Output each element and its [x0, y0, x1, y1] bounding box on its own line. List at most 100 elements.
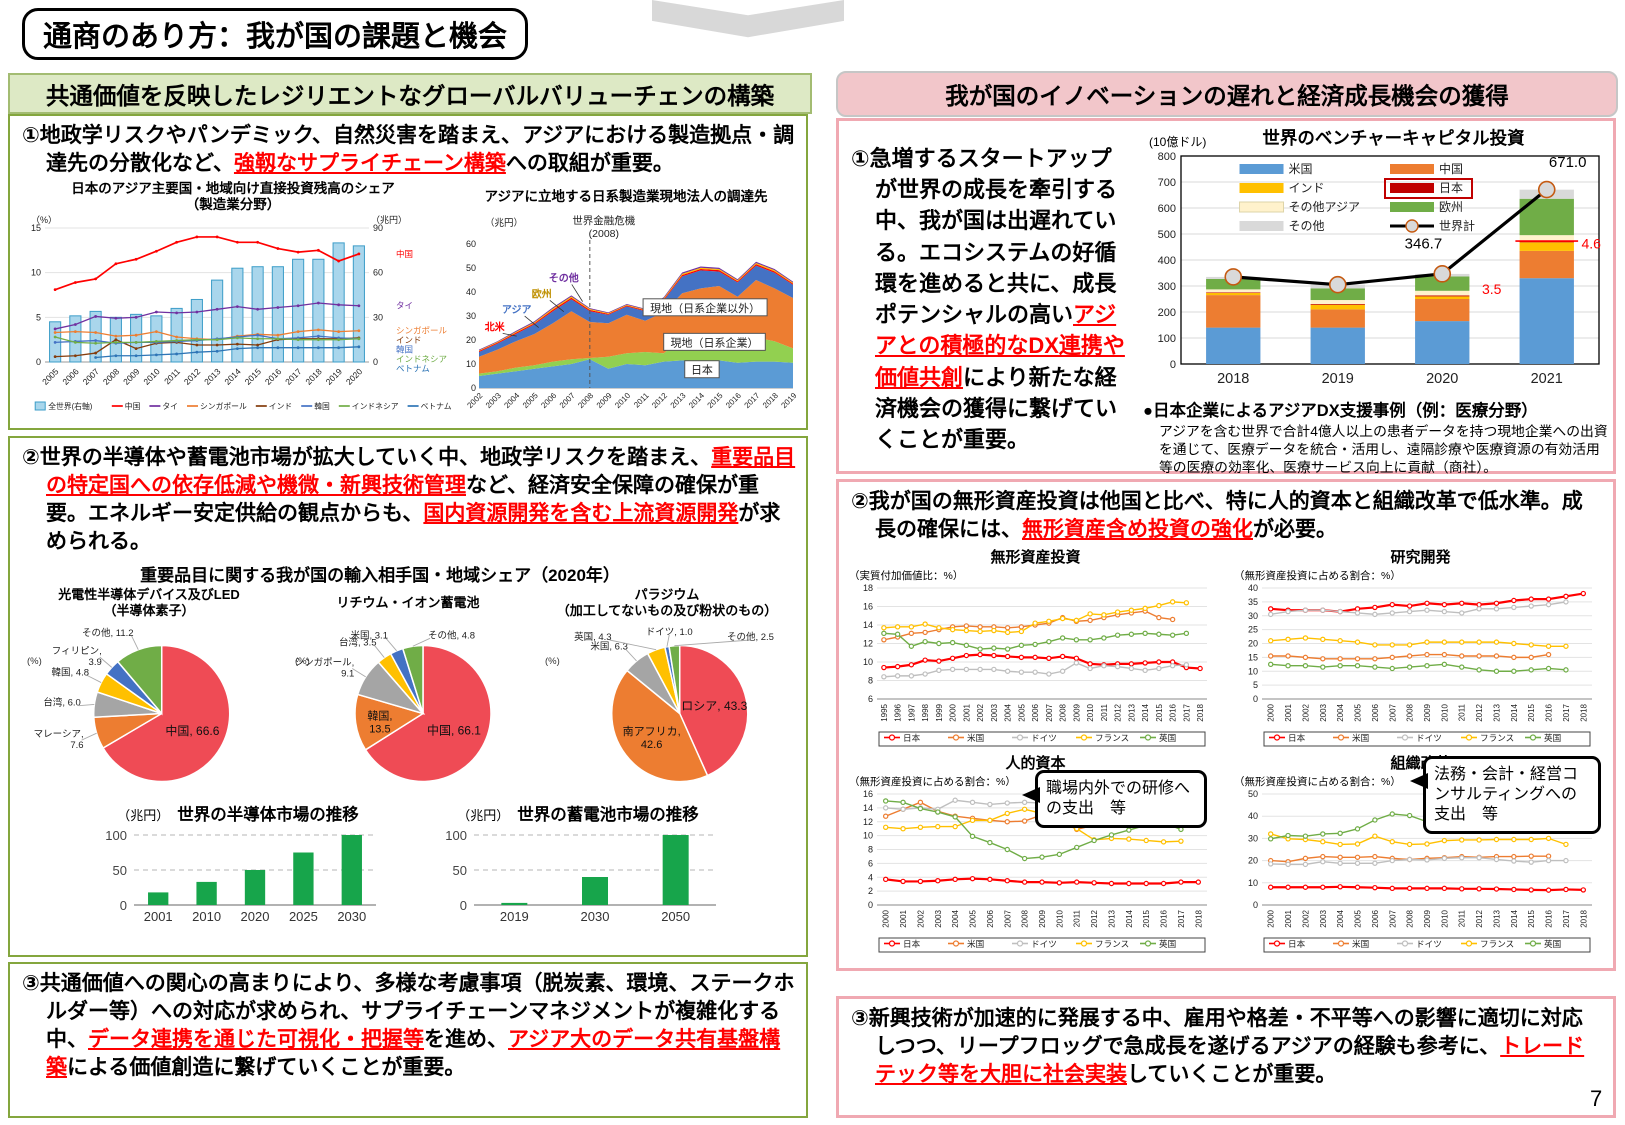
svg-text:2007: 2007 [1388, 704, 1397, 722]
page-number: 7 [1590, 1086, 1603, 1111]
svg-text:2010: 2010 [613, 391, 632, 410]
svg-text:2021: 2021 [1531, 371, 1563, 387]
svg-text:2014: 2014 [1141, 704, 1150, 722]
svg-text:16: 16 [863, 789, 873, 799]
svg-text:30: 30 [1248, 834, 1258, 844]
svg-text:ロシア, 43.3: ロシア, 43.3 [681, 699, 747, 713]
svg-text:2011: 2011 [1073, 910, 1082, 928]
svg-text:60: 60 [466, 239, 476, 249]
dx-case-body: アジアを含む世界で合計4億人以上の患者データを持つ現地企業への出資を通じて、医療… [1159, 424, 1608, 475]
svg-text:2015: 2015 [1142, 910, 1151, 928]
svg-text:（兆円）: （兆円） [485, 217, 523, 229]
svg-text:米国: 米国 [967, 732, 984, 743]
svg-text:2016: 2016 [1545, 910, 1554, 928]
svg-text:(%): (%) [295, 656, 310, 667]
svg-text:2017: 2017 [1562, 704, 1571, 722]
svg-text:(2008): (2008) [589, 228, 619, 240]
page-title: 通商のあり方：我が国の課題と機会 [22, 8, 529, 60]
svg-text:2009: 2009 [1038, 910, 1047, 928]
svg-text:2006: 2006 [60, 366, 81, 387]
svg-text:2019: 2019 [779, 391, 798, 410]
svg-text:2004: 2004 [1336, 704, 1345, 722]
svg-text:2018: 2018 [1196, 704, 1205, 722]
fdi-share-chart-block: 日本のアジア主要国・地域向け直接投資残高のシェア （製造業分野） 0 5 10 15 0… [15, 180, 452, 419]
pie-led-title: 光電性半導体デバイス及びLED （半導体素子） [58, 586, 240, 618]
pie-led-block: 光電性半導体デバイス及びLED （半導体素子） (%) 中国, 66.6 マレーシア… [15, 586, 283, 795]
svg-text:2008: 2008 [576, 391, 595, 410]
svg-text:18: 18 [863, 583, 873, 593]
svg-text:15: 15 [31, 223, 41, 233]
svg-text:2008: 2008 [1406, 704, 1415, 722]
left-box-1-charts: 日本のアジア主要国・地域向け直接投資残高のシェア （製造業分野） 0 5 10 15 0… [10, 180, 806, 421]
svg-text:中国: 中国 [396, 249, 413, 259]
svg-text:世界金融危機: 世界金融危機 [572, 214, 635, 227]
svg-text:インド: インド [1289, 181, 1325, 195]
svg-text:2000: 2000 [1267, 910, 1276, 928]
svg-text:60: 60 [373, 268, 383, 278]
svg-text:30: 30 [466, 311, 476, 321]
svg-text:600: 600 [1158, 203, 1176, 215]
svg-text:6: 6 [868, 859, 873, 869]
vc-chart-title: 世界のベンチャーキャピタル投資 [1262, 128, 1525, 148]
battery-market-chart: 0 50 100 2019 2030 2050 [428, 825, 728, 930]
svg-text:40: 40 [466, 287, 476, 297]
svg-text:2007: 2007 [1045, 704, 1054, 722]
svg-text:2011: 2011 [1100, 704, 1109, 722]
fdi-share-chart: 0 5 10 15 0 30 60 90 （%） （兆円） 2005 2006 2007 2008 2009… [15, 214, 452, 419]
svg-text:35: 35 [1248, 597, 1258, 607]
svg-text:2020: 2020 [1426, 371, 1458, 387]
svg-text:10: 10 [466, 359, 476, 369]
svg-text:2008: 2008 [1059, 704, 1068, 722]
org-reform-callout: 法務・会計・経営コンサルティングへの支出 等 [1410, 756, 1601, 834]
svg-text:全世界(右軸): 全世界(右軸) [48, 401, 93, 411]
svg-text:2001: 2001 [1284, 704, 1293, 722]
svg-text:(%): (%) [545, 656, 560, 667]
svg-text:2030: 2030 [337, 909, 366, 924]
svg-text:2013: 2013 [1492, 910, 1501, 928]
svg-text:30: 30 [373, 313, 383, 323]
svg-text:0: 0 [120, 898, 127, 913]
svg-text:台湾, 3.5: 台湾, 3.5 [339, 636, 377, 648]
left-column-header: 共通価値を反映したレジリエントなグローバルバリューチェンの構築 [8, 73, 812, 114]
semiconductor-market-unit: （兆円） [117, 807, 170, 823]
svg-text:0: 0 [36, 357, 41, 367]
svg-text:2008: 2008 [1021, 910, 1030, 928]
svg-text:2002: 2002 [465, 391, 484, 410]
svg-text:2007: 2007 [1003, 910, 1012, 928]
vc-chart-area: (10億ドル) 世界のベンチャーキャピタル投資 0 100 200 300 400 500… [1143, 121, 1613, 477]
right-box-emerging-tech: ③新興技術が加速的に発展する中、雇用や格差・不平等への影響に適切に対応しつつ、リ… [836, 996, 1616, 1118]
svg-text:2020: 2020 [344, 366, 365, 387]
svg-text:2012: 2012 [1475, 704, 1484, 722]
vc-chart-unit: (10億ドル) [1149, 135, 1207, 149]
svg-text:2004: 2004 [951, 910, 960, 928]
org-reform-chart-block: 組織改革 （無形資産投資に占める割合：%） 0 10 20 30 40 50 2000 200… [1228, 752, 1613, 958]
svg-text:2025: 2025 [289, 909, 318, 924]
svg-text:1999: 1999 [935, 704, 944, 722]
svg-text:2012: 2012 [1114, 704, 1123, 722]
svg-text:2019: 2019 [324, 366, 345, 387]
svg-text:米国, 3.1: 米国, 3.1 [351, 629, 389, 641]
svg-text:2015: 2015 [1155, 704, 1164, 722]
vc-investment-chart: 0 100 200 300 400 500 600 700 800 2018 2019 2020 202… [1143, 150, 1613, 395]
svg-text:2013: 2013 [669, 391, 688, 410]
svg-text:2001: 2001 [962, 704, 971, 722]
svg-text:2018: 2018 [1579, 704, 1588, 722]
human-capital-chart-unit: （無形資産投資に占める割合：%） [849, 776, 1016, 789]
svg-text:6: 6 [868, 694, 873, 704]
svg-text:2009: 2009 [121, 366, 142, 387]
svg-text:現地（日系企業）: 現地（日系企業） [671, 336, 759, 350]
svg-text:インドネシア: インドネシア [396, 354, 447, 364]
svg-text:0: 0 [1253, 694, 1258, 704]
left-box-common-values: ③共通価値への関心の高まりにより、多様な考慮事項（脱炭素、環境、ステークホルダー… [8, 962, 808, 1118]
right-column-header: 我が国のイノベーションの遅れと経済成長機会の獲得 [836, 71, 1618, 117]
svg-text:2007: 2007 [1388, 910, 1397, 928]
svg-text:12: 12 [863, 639, 873, 649]
left-box-2-text: ②世界の半導体や蓄電池市場が拡大していく中、地政学リスクを踏まえ、重要品目の特定… [22, 446, 796, 554]
svg-text:ドイツ: ドイツ [1416, 733, 1442, 743]
svg-text:0: 0 [471, 383, 476, 393]
svg-text:2006: 2006 [1031, 704, 1040, 722]
svg-text:14: 14 [863, 620, 873, 630]
svg-text:1996: 1996 [894, 704, 903, 722]
pie-battery-title: リチウム・イオン蓄電池 [336, 594, 480, 610]
